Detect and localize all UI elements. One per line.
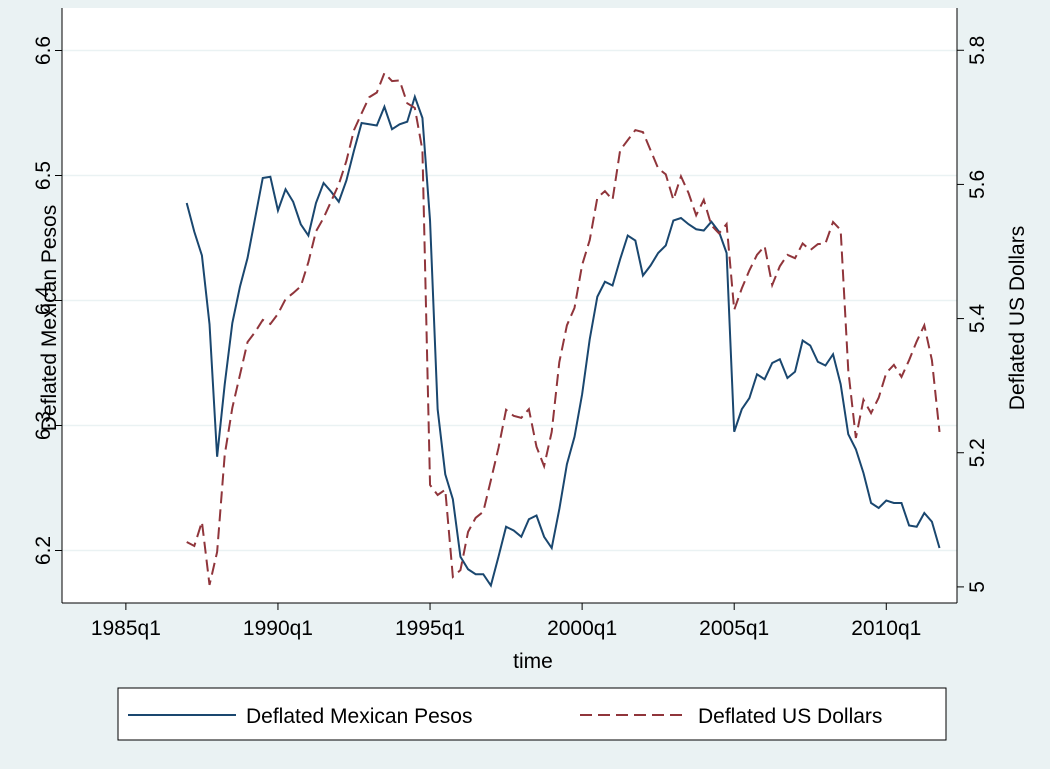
y-tick-label: 6.2 — [32, 536, 55, 565]
x-tick-label: 2010q1 — [851, 617, 921, 640]
legend — [117, 687, 947, 741]
y-axis-label: Deflated Mexican Pesos — [38, 205, 61, 431]
y2-tick-label: 5 — [966, 581, 989, 593]
y2-tick-label: 5.6 — [966, 170, 989, 199]
x-tick-label: 1985q1 — [91, 617, 161, 640]
y2-tick-label: 5.2 — [966, 438, 989, 467]
line-series — [186, 71, 941, 586]
legend-label: Deflated Mexican Pesos — [246, 705, 472, 728]
x-tick-label: 2000q1 — [547, 617, 617, 640]
x-tick-label: 1995q1 — [395, 617, 465, 640]
x-axis-label: time — [513, 650, 553, 673]
y2-tick-label: 5.4 — [966, 304, 989, 334]
plot-area — [62, 8, 957, 603]
y2-tick-label: 5.8 — [966, 36, 989, 65]
line-series — [185, 93, 941, 588]
y-tick-label: 6.4 — [32, 286, 55, 316]
x-tick-label: 1990q1 — [243, 617, 313, 640]
y-tick-label: 6.3 — [32, 411, 55, 440]
legend-label: Deflated US Dollars — [698, 705, 882, 728]
y2-axis-label: Deflated US Dollars — [1006, 226, 1029, 410]
y-tick-label: 6.5 — [32, 161, 55, 190]
y-tick-label: 6.6 — [32, 36, 55, 65]
x-tick-label: 2005q1 — [699, 617, 769, 640]
